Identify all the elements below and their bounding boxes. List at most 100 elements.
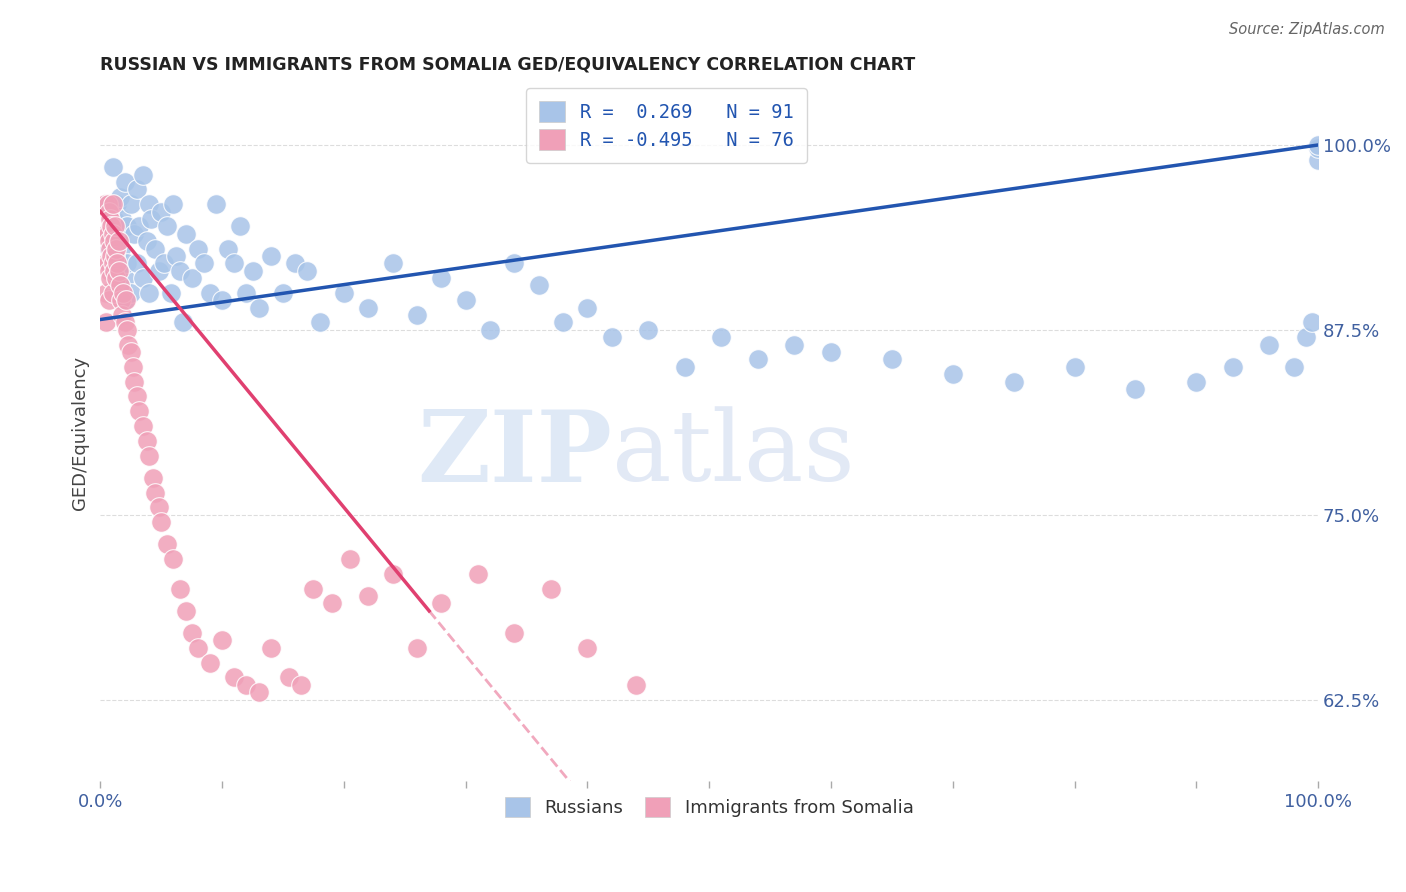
Point	[114, 316, 136, 330]
Point	[97, 242, 120, 256]
Point	[114, 271, 136, 285]
Point	[122, 359, 145, 374]
Point	[100, 249, 122, 263]
Point	[120, 345, 142, 359]
Point	[747, 352, 769, 367]
Point	[110, 242, 132, 256]
Point	[406, 640, 429, 655]
Point	[101, 285, 124, 300]
Point	[97, 263, 120, 277]
Point	[880, 352, 903, 367]
Point	[115, 323, 138, 337]
Point	[97, 293, 120, 308]
Point	[1185, 375, 1208, 389]
Legend: Russians, Immigrants from Somalia: Russians, Immigrants from Somalia	[498, 789, 921, 824]
Point	[1002, 375, 1025, 389]
Point	[553, 316, 575, 330]
Point	[107, 234, 129, 248]
Point	[132, 271, 155, 285]
Point	[1308, 141, 1330, 155]
Point	[135, 434, 157, 448]
Point	[942, 368, 965, 382]
Point	[101, 227, 124, 241]
Point	[503, 626, 526, 640]
Point	[406, 308, 429, 322]
Point	[138, 285, 160, 300]
Point	[302, 582, 325, 596]
Point	[333, 285, 356, 300]
Point	[135, 234, 157, 248]
Point	[98, 242, 121, 256]
Point	[1258, 337, 1281, 351]
Point	[143, 485, 166, 500]
Point	[132, 419, 155, 434]
Point	[97, 204, 120, 219]
Point	[98, 271, 121, 285]
Point	[104, 219, 127, 234]
Point	[160, 285, 183, 300]
Point	[174, 227, 197, 241]
Point	[104, 249, 127, 263]
Point	[211, 293, 233, 308]
Point	[576, 640, 599, 655]
Point	[162, 552, 184, 566]
Point	[1301, 316, 1323, 330]
Point	[278, 670, 301, 684]
Point	[297, 263, 319, 277]
Point	[381, 566, 404, 581]
Point	[138, 449, 160, 463]
Point	[132, 168, 155, 182]
Point	[107, 227, 129, 241]
Point	[339, 552, 361, 566]
Point	[381, 256, 404, 270]
Point	[1222, 359, 1244, 374]
Point	[357, 589, 380, 603]
Point	[97, 256, 120, 270]
Point	[96, 197, 118, 211]
Point	[105, 256, 128, 270]
Point	[820, 345, 842, 359]
Point	[165, 249, 187, 263]
Point	[103, 211, 125, 226]
Point	[148, 263, 170, 277]
Point	[467, 566, 489, 581]
Point	[247, 301, 270, 315]
Point	[111, 308, 134, 322]
Point	[100, 219, 122, 234]
Point	[98, 227, 121, 241]
Point	[101, 197, 124, 211]
Point	[1308, 138, 1330, 153]
Point	[224, 670, 246, 684]
Point	[284, 256, 307, 270]
Point	[96, 316, 118, 330]
Point	[97, 197, 120, 211]
Point	[96, 285, 118, 300]
Point	[112, 285, 135, 300]
Point	[187, 640, 209, 655]
Point	[124, 227, 146, 241]
Point	[454, 293, 477, 308]
Point	[110, 293, 132, 308]
Point	[1063, 359, 1085, 374]
Point	[172, 316, 194, 330]
Point	[247, 685, 270, 699]
Point	[96, 256, 118, 270]
Point	[180, 271, 202, 285]
Point	[98, 211, 121, 226]
Point	[242, 263, 264, 277]
Point	[357, 301, 380, 315]
Point	[211, 633, 233, 648]
Point	[120, 197, 142, 211]
Point	[103, 263, 125, 277]
Point	[540, 582, 562, 596]
Point	[193, 256, 215, 270]
Point	[710, 330, 733, 344]
Point	[187, 242, 209, 256]
Point	[114, 293, 136, 308]
Point	[271, 285, 294, 300]
Point	[576, 301, 599, 315]
Point	[114, 175, 136, 189]
Point	[101, 256, 124, 270]
Point	[141, 211, 163, 226]
Point	[637, 323, 659, 337]
